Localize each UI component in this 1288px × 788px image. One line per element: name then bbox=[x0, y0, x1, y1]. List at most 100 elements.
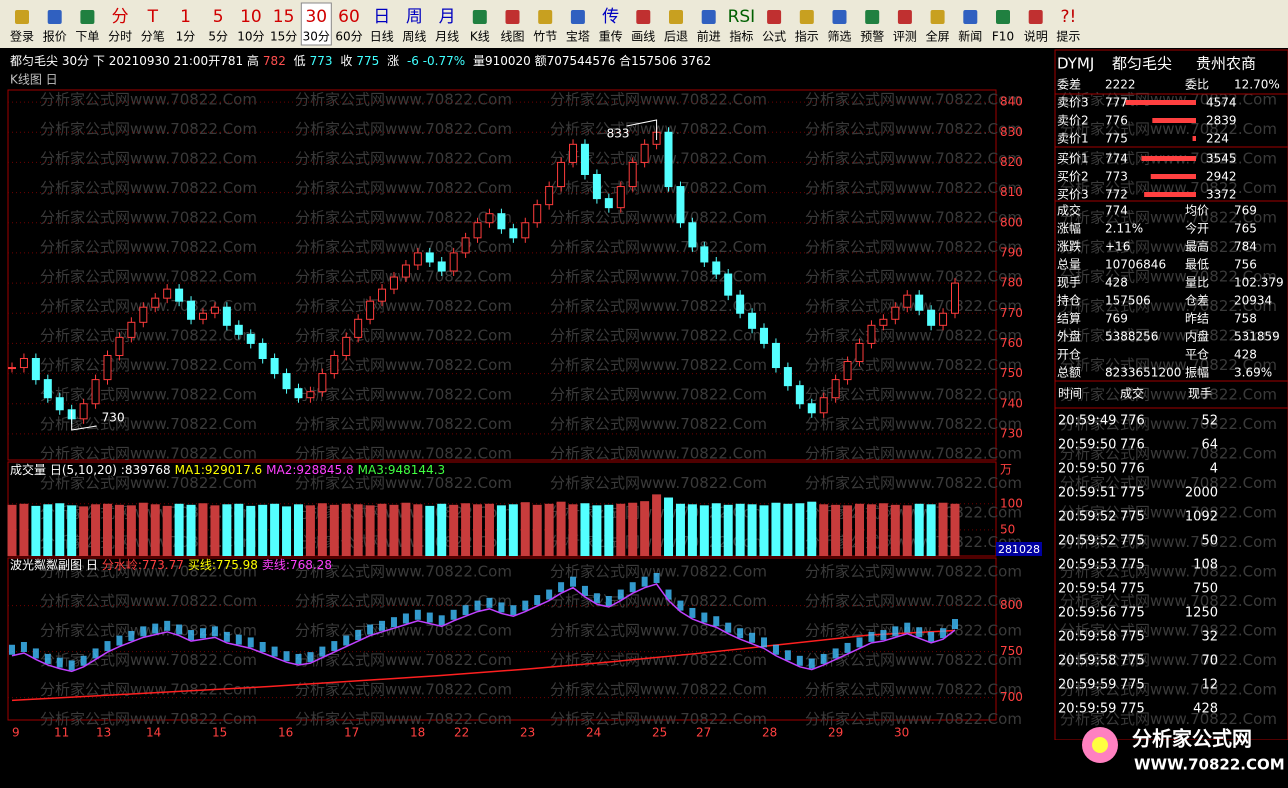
watermark: 分析家公式网www.70822.Com bbox=[295, 445, 512, 463]
button-label: 指示 bbox=[795, 29, 819, 44]
toolbar-button[interactable]: 后退 bbox=[664, 10, 688, 44]
y-tick-label: 830 bbox=[1000, 125, 1023, 139]
tick-header: 现手 bbox=[1188, 387, 1212, 401]
toolbar-button[interactable]: 55分 bbox=[208, 7, 228, 44]
toolbar-button[interactable]: 月月线 bbox=[435, 7, 459, 44]
candle bbox=[198, 312, 207, 320]
divide-line bbox=[11, 629, 956, 702]
toolbar-button[interactable]: 评测 bbox=[893, 10, 917, 44]
y-tick-label: 740 bbox=[1000, 396, 1023, 410]
button-label: 下单 bbox=[75, 30, 99, 44]
last-volume: 281028 bbox=[998, 543, 1040, 556]
button-label: 登录 bbox=[10, 29, 34, 44]
watermark: 分析家公式网www.70822.Com bbox=[40, 238, 257, 256]
watermark: 分析家公式网www.70822.Com bbox=[805, 651, 1022, 669]
volume-bar bbox=[699, 505, 709, 556]
toolbar-button[interactable]: 报价 bbox=[43, 10, 67, 44]
candle bbox=[55, 397, 64, 411]
toolbar-button[interactable]: F10 bbox=[992, 10, 1014, 44]
candle bbox=[915, 294, 924, 311]
toolbar-button[interactable]: 线图 bbox=[500, 10, 525, 44]
watermark: 分析家公式网www.70822.Com bbox=[40, 150, 257, 168]
button-label: 日线 bbox=[370, 30, 394, 44]
toolbar-button[interactable]: 新闻 bbox=[958, 10, 982, 44]
y-tick-label: 750 bbox=[1000, 366, 1023, 380]
x-tick-label: 14 bbox=[146, 726, 161, 740]
toolbar-button[interactable]: 筛选 bbox=[827, 10, 852, 44]
watermark: 分析家公式网www.70822.Com bbox=[1060, 268, 1277, 286]
volume-bar bbox=[317, 503, 327, 556]
toolbar-button[interactable]: 日日线 bbox=[370, 7, 394, 44]
toolbar-button[interactable]: 宝塔 bbox=[566, 10, 590, 44]
button-glyph: 30 bbox=[305, 7, 327, 27]
toolbar-button[interactable]: 分分时 bbox=[108, 7, 132, 44]
toolbar-button[interactable]: 画线 bbox=[631, 10, 655, 44]
toolbar-button[interactable]: ?! 提示 bbox=[1056, 7, 1080, 44]
tick-price: 775 bbox=[1120, 630, 1145, 645]
candle bbox=[640, 143, 649, 163]
button-label: 15分 bbox=[270, 30, 297, 44]
toolbar-button[interactable]: 预警 bbox=[860, 10, 884, 44]
candle bbox=[879, 318, 888, 326]
toolbar-button[interactable]: 全屏 bbox=[926, 10, 950, 44]
book-label: 卖价1 bbox=[1057, 132, 1089, 146]
volume-bar bbox=[138, 502, 148, 556]
candle bbox=[222, 306, 231, 326]
watermark: 分析家公式网www.70822.Com bbox=[1060, 504, 1277, 522]
toolbar-button[interactable]: 竹节 bbox=[533, 10, 557, 44]
volume-bar bbox=[365, 505, 375, 556]
toolbar-button[interactable]: T 分笔 bbox=[141, 7, 165, 44]
toolbar-button[interactable]: 传重传 bbox=[599, 7, 623, 44]
quote-exchange: 贵州农商 bbox=[1196, 55, 1256, 73]
button-icon bbox=[472, 10, 487, 24]
toolbar-button[interactable]: 公式 bbox=[762, 10, 786, 44]
button-icon bbox=[799, 10, 814, 24]
volume-bar bbox=[855, 503, 865, 556]
button-icon bbox=[897, 10, 912, 24]
tick-time: 20:59:56 bbox=[1058, 606, 1116, 621]
button-glyph: ?! bbox=[1060, 7, 1076, 27]
candle bbox=[103, 354, 112, 381]
x-tick-label: 13 bbox=[96, 726, 111, 740]
watermark: 分析家公式网www.70822.Com bbox=[550, 297, 767, 315]
toolbar-button[interactable]: 登录 bbox=[10, 10, 34, 44]
watermark: 分析家公式网www.70822.Com bbox=[40, 209, 257, 227]
volume-bar bbox=[43, 504, 53, 556]
toolbar-button[interactable]: 前进 bbox=[697, 10, 721, 44]
watermark: 分析家公式网www.70822.Com bbox=[805, 681, 1022, 699]
quote-label: 平仓 bbox=[1185, 348, 1209, 362]
tick-time: 20:59:59 bbox=[1058, 702, 1116, 717]
volume-bar bbox=[520, 502, 530, 556]
watermark: 分析家公式网www.70822.Com bbox=[1060, 592, 1277, 610]
toolbar-button[interactable]: 下单 bbox=[75, 10, 99, 44]
quote-value: 758 bbox=[1234, 312, 1257, 326]
watermark: 分析家公式网www.70822.Com bbox=[805, 710, 1022, 728]
volume-bar bbox=[401, 502, 411, 556]
volume-bar bbox=[950, 503, 960, 556]
candle bbox=[43, 379, 52, 399]
volume-bar bbox=[389, 504, 399, 556]
volume-bar bbox=[126, 505, 136, 556]
candle bbox=[712, 261, 721, 275]
book-qty: 4574 bbox=[1206, 96, 1237, 110]
toolbar-button[interactable]: 周周线 bbox=[402, 7, 426, 44]
toolbar-button[interactable]: K线 bbox=[470, 10, 490, 44]
candle bbox=[819, 397, 828, 414]
toolbar-button[interactable]: 11分 bbox=[176, 7, 196, 44]
y-tick-label: 730 bbox=[1000, 426, 1023, 440]
low-annotation: 730 bbox=[102, 411, 125, 425]
quote-value: 2222 bbox=[1105, 78, 1136, 92]
toolbar-button[interactable]: 说明 bbox=[1024, 10, 1048, 44]
volume-bar bbox=[91, 504, 101, 556]
toolbar-button[interactable]: 指示 bbox=[795, 10, 819, 44]
tick-price: 775 bbox=[1120, 486, 1145, 501]
book-qty: 224 bbox=[1206, 132, 1229, 146]
toolbar-button[interactable]: RSI 指标 bbox=[728, 7, 756, 44]
watermark: 分析家公式网www.70822.Com bbox=[295, 209, 512, 227]
y-tick-label: 50 bbox=[1000, 522, 1015, 536]
watermark: 分析家公式网www.70822.Com bbox=[295, 150, 512, 168]
